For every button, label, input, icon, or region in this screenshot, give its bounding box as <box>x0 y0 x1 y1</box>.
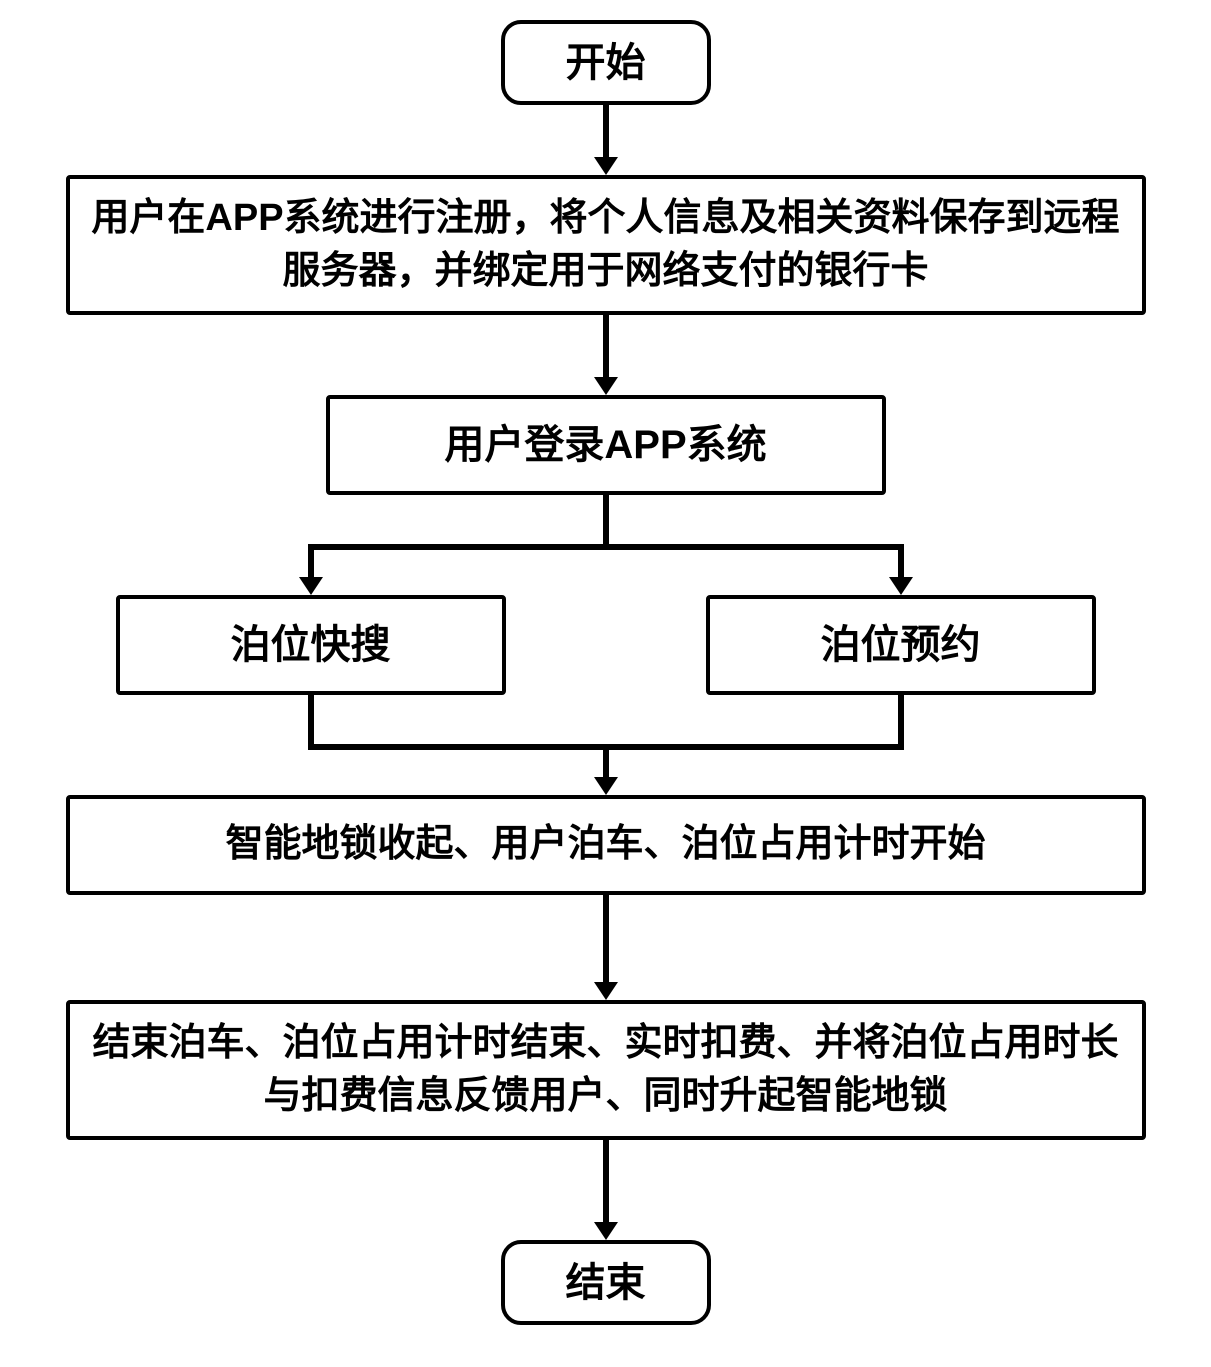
park-end-node: 结束泊车、泊位占用计时结束、实时扣费、并将泊位占用时长与扣费信息反馈用户、同时升… <box>66 1000 1146 1140</box>
arrow-head-icon <box>594 1222 618 1240</box>
end-node: 结束 <box>501 1240 711 1325</box>
park-end-text: 结束泊车、泊位占用计时结束、实时扣费、并将泊位占用时长与扣费信息反馈用户、同时升… <box>70 1009 1142 1131</box>
start-text: 开始 <box>550 27 662 99</box>
arrow-head-icon <box>594 377 618 395</box>
end-text: 结束 <box>550 1247 662 1319</box>
login-node: 用户登录APP系统 <box>326 395 886 495</box>
quick-search-node: 泊位快搜 <box>116 595 506 695</box>
arrow-line <box>308 550 314 577</box>
arrow-head-icon <box>594 157 618 175</box>
arrow-line <box>603 105 609 157</box>
branch-line <box>308 744 904 750</box>
arrow-head-icon <box>594 777 618 795</box>
arrow-line <box>603 315 609 377</box>
arrow-line <box>603 895 609 982</box>
reservation-node: 泊位预约 <box>706 595 1096 695</box>
branch-line <box>308 544 904 550</box>
start-node: 开始 <box>501 20 711 105</box>
arrow-line <box>898 550 904 577</box>
arrow-head-icon <box>299 577 323 595</box>
branch-line <box>603 495 609 550</box>
arrow-head-icon <box>889 577 913 595</box>
reservation-text: 泊位预约 <box>805 609 997 681</box>
arrow-line <box>603 750 609 777</box>
arrow-head-icon <box>594 982 618 1000</box>
register-node: 用户在APP系统进行注册，将个人信息及相关资料保存到远程服务器，并绑定用于网络支… <box>66 175 1146 315</box>
quick-search-text: 泊位快搜 <box>215 609 407 681</box>
register-text: 用户在APP系统进行注册，将个人信息及相关资料保存到远程服务器，并绑定用于网络支… <box>70 184 1142 306</box>
arrow-line <box>603 1140 609 1222</box>
login-text: 用户登录APP系统 <box>428 409 782 481</box>
arrow-line <box>308 695 314 750</box>
arrow-line <box>898 695 904 750</box>
park-start-text: 智能地锁收起、用户泊车、泊位占用计时开始 <box>209 810 1001 879</box>
park-start-node: 智能地锁收起、用户泊车、泊位占用计时开始 <box>66 795 1146 895</box>
